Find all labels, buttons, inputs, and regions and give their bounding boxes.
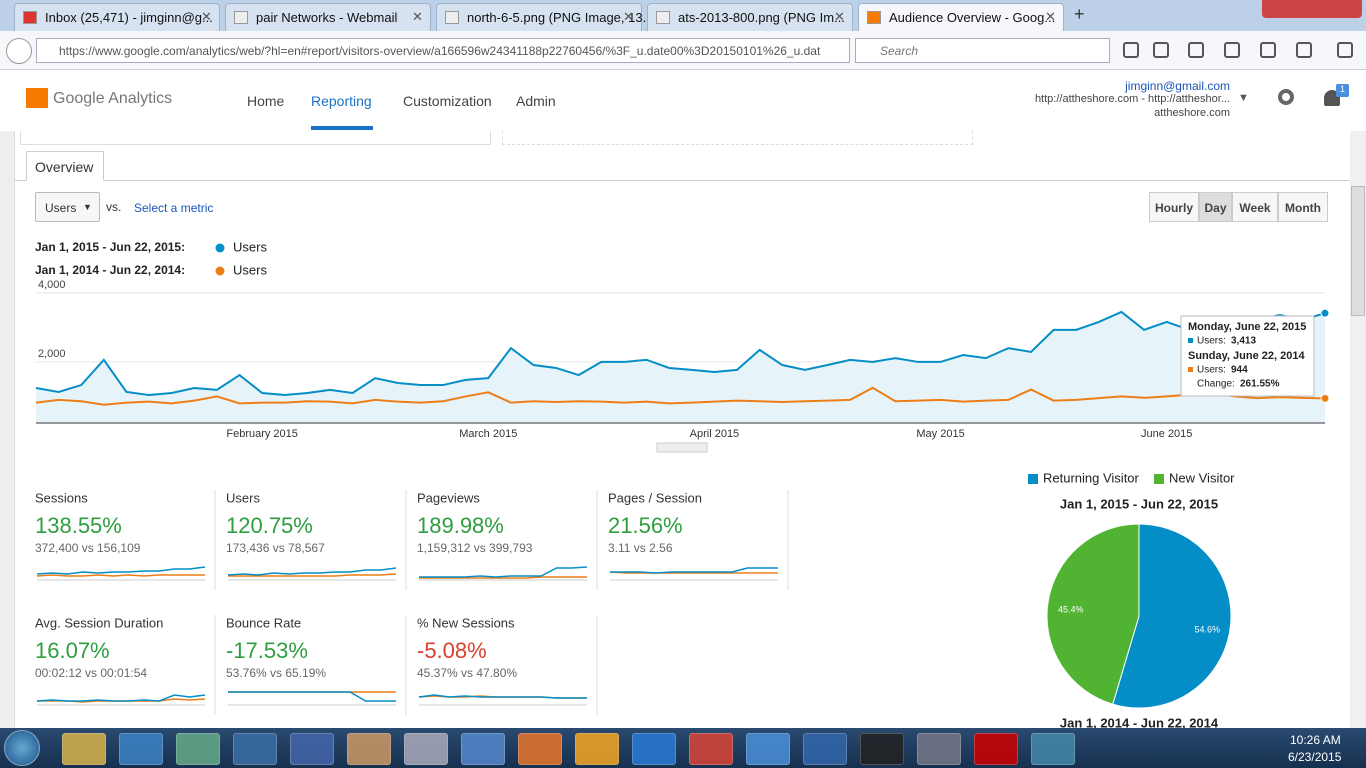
taskbar-app[interactable] <box>518 733 562 765</box>
taskbar-app[interactable] <box>119 733 163 765</box>
taskbar-app[interactable] <box>347 733 391 765</box>
panel-edge <box>20 131 491 145</box>
tab-rule <box>15 180 1350 181</box>
product-name: Google Analytics <box>53 90 173 107</box>
tab-title: ats-2013-800.png (PNG Im... <box>678 10 845 25</box>
url-bar[interactable]: https://www.google.com/analytics/web/?hl… <box>36 38 850 63</box>
tab-icon <box>234 11 248 24</box>
toolbar-icon[interactable] <box>1260 42 1276 58</box>
taskbar-app[interactable] <box>917 733 961 765</box>
taskbar-app[interactable] <box>860 733 904 765</box>
notification-count: 1 <box>1336 84 1349 97</box>
browser-tab[interactable]: ats-2013-800.png (PNG Im... ✕ <box>647 3 853 31</box>
tab-icon <box>23 11 37 24</box>
taskbar: 10:26 AM 6/23/2015 <box>0 728 1366 768</box>
granularity-button[interactable]: Month <box>1278 192 1328 222</box>
taskbar-app[interactable] <box>290 733 334 765</box>
granularity-button[interactable]: Week <box>1232 192 1278 222</box>
tab-close[interactable]: ✕ <box>201 9 212 24</box>
tab-icon <box>445 11 459 24</box>
new-tab[interactable]: + <box>1074 4 1085 24</box>
browser-tab[interactable]: north-6-5.png (PNG Image, 13... ✕ <box>436 3 653 31</box>
taskbar-app[interactable] <box>1031 733 1075 765</box>
toolbar-icon[interactable] <box>1337 42 1353 58</box>
account-email[interactable]: jimginn@gmail.com <box>1125 79 1230 93</box>
toolbar-icon[interactable] <box>1153 42 1169 58</box>
account-caret[interactable]: ▼ <box>1238 92 1249 104</box>
nav-item[interactable]: Customization <box>403 93 492 109</box>
toolbar-icon[interactable] <box>1224 42 1240 58</box>
nav-item[interactable]: Home <box>247 93 285 109</box>
browser-tab[interactable]: Inbox (25,471) - jimginn@g... ✕ <box>14 3 220 31</box>
taskbar-app[interactable] <box>689 733 733 765</box>
browser-tab[interactable]: pair Networks - Webmail ✕ <box>225 3 431 31</box>
taskbar-app[interactable] <box>803 733 847 765</box>
tab-title: Audience Overview - Goog... <box>889 10 1056 25</box>
nav-item[interactable]: Reporting <box>311 93 372 109</box>
dropdown-caret: ▼ <box>83 202 92 212</box>
taskbar-app[interactable] <box>176 733 220 765</box>
tab-close[interactable]: ✕ <box>412 9 423 24</box>
toolbar-icon[interactable] <box>1188 42 1204 58</box>
clock-time: 10:26 AM <box>1290 733 1341 747</box>
overview-tab[interactable]: Overview <box>26 151 104 181</box>
account-view: attheshore.com <box>1154 107 1230 119</box>
tab-icon <box>656 11 670 24</box>
granularity-button[interactable]: Hourly <box>1149 192 1199 222</box>
toolbar-icon[interactable] <box>1123 42 1139 58</box>
content-bg <box>0 131 1350 728</box>
settings-icon[interactable] <box>1278 89 1294 105</box>
sidebar-toggle[interactable] <box>0 131 15 728</box>
tab-close[interactable]: ✕ <box>623 9 634 24</box>
tab-title: pair Networks - Webmail <box>256 10 398 25</box>
tab-icon <box>867 11 881 24</box>
scroll-thumb[interactable] <box>1351 186 1365 316</box>
search-box[interactable]: Search <box>855 38 1110 63</box>
search-placeholder: Search <box>880 44 919 58</box>
back-button[interactable] <box>6 38 32 64</box>
start-button[interactable] <box>4 730 40 766</box>
ga-logo <box>26 88 48 108</box>
toolbar-icon[interactable] <box>1296 42 1312 58</box>
tab-close[interactable]: ✕ <box>834 9 845 24</box>
taskbar-app[interactable] <box>62 733 106 765</box>
granularity-button[interactable]: Day <box>1199 192 1232 222</box>
tab-close[interactable]: ✕ <box>1045 9 1056 24</box>
panel-edge <box>502 131 973 145</box>
taskbar-app[interactable] <box>746 733 790 765</box>
taskbar-app[interactable] <box>233 733 277 765</box>
account-property[interactable]: http://attheshore.com - http://attheshor… <box>1034 93 1230 105</box>
window-controls <box>1262 0 1362 18</box>
browser-tab[interactable]: Audience Overview - Goog... ✕ <box>858 3 1064 31</box>
taskbar-app[interactable] <box>575 733 619 765</box>
vs-label: vs. <box>106 200 122 214</box>
taskbar-app[interactable] <box>404 733 448 765</box>
metric-selected: Users <box>45 201 77 215</box>
nav-underline <box>311 126 373 130</box>
taskbar-app[interactable] <box>974 733 1018 765</box>
url-text: https://www.google.com/analytics/web/?hl… <box>59 44 821 58</box>
taskbar-app[interactable] <box>461 733 505 765</box>
nav-item[interactable]: Admin <box>516 93 556 109</box>
select-metric[interactable]: Select a metric <box>134 201 214 215</box>
taskbar-app[interactable] <box>632 733 676 765</box>
metric-dropdown[interactable]: Users ▼ <box>35 192 100 222</box>
clock-date: 6/23/2015 <box>1288 750 1342 764</box>
tab-title: Inbox (25,471) - jimginn@g... <box>45 10 213 25</box>
tab-title: north-6-5.png (PNG Image, 13... <box>467 10 654 25</box>
